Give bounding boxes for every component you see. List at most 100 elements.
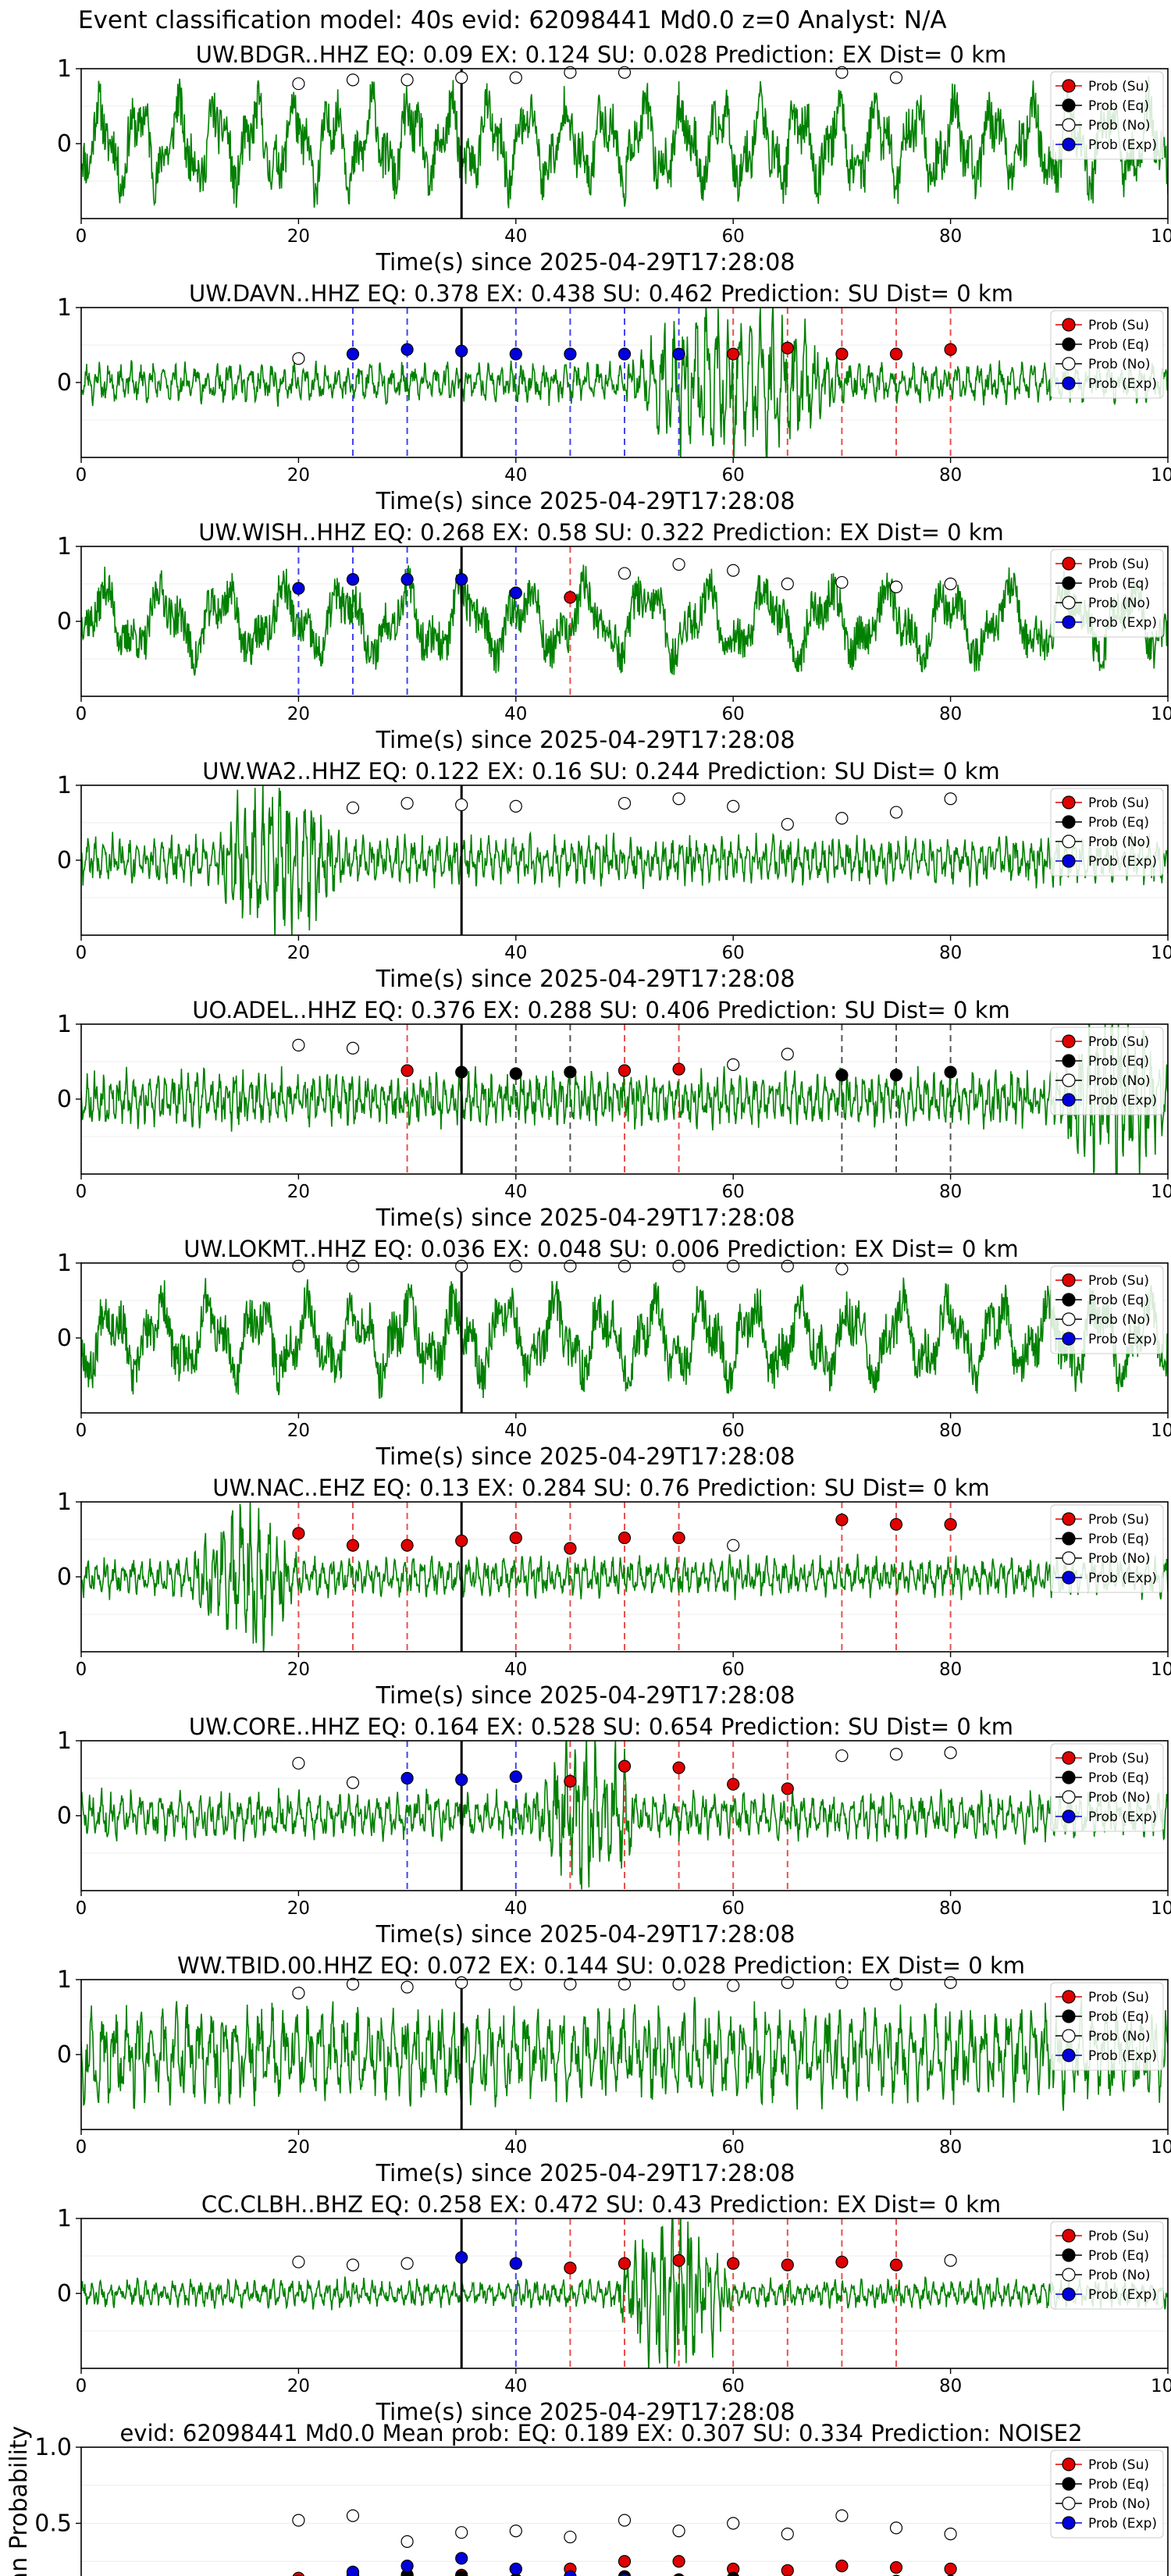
- x-tick-label: 100: [1151, 2137, 1171, 2158]
- x-tick-label: 20: [287, 943, 310, 963]
- panel-title: UW.BDGR..HHZ EQ: 0.09 EX: 0.124 SU: 0.02…: [196, 41, 1007, 68]
- prob-point-su: [618, 1064, 632, 1077]
- x-tick-label: 0: [76, 704, 87, 724]
- prob-point-exp: [455, 344, 468, 358]
- mean-point-eq: [673, 2573, 685, 2576]
- legend-marker-no: [1062, 1073, 1076, 1087]
- legend-marker-no: [1062, 1551, 1076, 1565]
- prob-point-su: [400, 1064, 414, 1077]
- prob-point-no: [400, 796, 414, 810]
- x-tick-label: 40: [504, 704, 527, 724]
- legend-marker-eq: [1062, 1054, 1076, 1068]
- prob-point-exp: [509, 347, 522, 361]
- prob-point-no: [727, 564, 740, 577]
- prob-point-no: [292, 1756, 305, 1770]
- x-tick-label: 60: [722, 465, 745, 486]
- prob-point-exp: [564, 347, 577, 361]
- mean-point-no: [618, 2514, 632, 2527]
- mean-point-no: [564, 2530, 577, 2544]
- prob-point-no: [889, 806, 903, 819]
- x-tick-label: 20: [287, 1421, 310, 1441]
- prob-point-no: [455, 1976, 468, 1989]
- legend-label: Prob (Exp): [1088, 1332, 1157, 1347]
- x-axis-label: Time(s) since 2025-04-29T17:28:08: [376, 2160, 795, 2187]
- prob-point-su: [727, 2257, 740, 2270]
- legend-label: Prob (Eq): [1088, 1532, 1149, 1547]
- legend-box: [1050, 310, 1164, 399]
- prob-point-exp: [509, 586, 522, 600]
- x-tick-label: 40: [504, 2137, 527, 2158]
- panel-title: UW.CORE..HHZ EQ: 0.164 EX: 0.528 SU: 0.6…: [189, 1713, 1013, 1740]
- prob-point-no: [781, 817, 794, 831]
- prob-point-no: [509, 1977, 522, 1991]
- mean-point-exp: [509, 2562, 522, 2576]
- prob-point-su: [564, 591, 577, 604]
- legend-marker-su: [1062, 1273, 1076, 1287]
- x-tick-label: 40: [504, 1898, 527, 1919]
- y-tick-label: 1: [57, 1011, 72, 1038]
- prob-point-no: [835, 1749, 849, 1763]
- prob-point-no: [618, 66, 632, 79]
- y-tick-label: 0: [57, 2041, 72, 2069]
- legend-label: Prob (Su): [1088, 1751, 1149, 1767]
- legend-box: [1050, 1265, 1164, 1354]
- y-tick-label: 1.0: [34, 2434, 72, 2461]
- x-axis-label: Time(s) since 2025-04-29T17:28:08: [376, 1443, 795, 1471]
- mean-probability-panel: evid: 62098441 Md0.0 Mean prob: EQ: 0.18…: [5, 2420, 1169, 2576]
- legend-box: [1050, 549, 1164, 638]
- panel-title: UW.LOKMT..HHZ EQ: 0.036 EX: 0.048 SU: 0.…: [183, 1236, 1018, 1262]
- x-tick-label: 0: [76, 465, 87, 486]
- x-tick-label: 60: [722, 2376, 745, 2396]
- legend-marker-su: [1062, 79, 1076, 93]
- x-axis-label: Time(s) since 2025-04-29T17:28:08: [376, 1682, 795, 1710]
- prob-point-su: [889, 347, 903, 361]
- prob-point-su: [564, 2261, 577, 2275]
- x-axis-label: Time(s) since 2025-04-29T17:28:08: [376, 249, 795, 276]
- mean-point-no: [781, 2528, 794, 2541]
- y-tick-label: 1: [57, 772, 72, 799]
- legend: Prob (Su) Prob (Eq) Prob (No) Prob (Exp): [1050, 1504, 1164, 1593]
- prob-point-no: [781, 577, 794, 591]
- prob-point-su: [781, 1782, 794, 1795]
- legend: Prob (Su) Prob (Eq) Prob (No) Prob (Exp): [1050, 1743, 1164, 1832]
- legend-marker-su: [1062, 795, 1076, 809]
- plot-area: [81, 546, 1168, 696]
- prob-point-su: [781, 2258, 794, 2272]
- legend-label: Prob (Su): [1088, 1273, 1149, 1289]
- legend-marker-no: [1062, 118, 1076, 132]
- prob-point-no: [346, 1259, 360, 1272]
- mean-point-exp: [346, 2565, 360, 2576]
- x-tick-label: 20: [287, 1182, 310, 1202]
- y-tick-label: 0: [57, 1325, 72, 1352]
- mean-point-eq: [455, 2570, 468, 2576]
- legend-label: Prob (Eq): [1088, 576, 1149, 592]
- x-tick-label: 80: [939, 226, 962, 247]
- y-tick-label: 0: [57, 608, 72, 635]
- plot-area: [81, 2218, 1168, 2368]
- prob-point-no: [564, 66, 577, 79]
- prob-point-exp: [509, 1770, 522, 1784]
- x-tick-label: 0: [76, 1898, 87, 1919]
- x-axis-label: Time(s) since 2025-04-29T17:28:08: [376, 2399, 795, 2426]
- x-axis-label: Time(s) since 2025-04-29T17:28:08: [376, 1921, 795, 1948]
- prob-point-no: [564, 1259, 577, 1272]
- legend-label: Prob (Eq): [1088, 2477, 1149, 2492]
- waveform-panel-uw-lokmt-hhz: UW.LOKMT..HHZ EQ: 0.036 EX: 0.048 SU: 0.…: [57, 1236, 1171, 1471]
- x-tick-label: 100: [1151, 226, 1171, 247]
- prob-point-no: [781, 1048, 794, 1061]
- mean-point-eq: [727, 2571, 739, 2576]
- x-tick-label: 20: [287, 2376, 310, 2396]
- legend-label: Prob (No): [1088, 118, 1151, 133]
- x-tick-label: 20: [287, 1660, 310, 1680]
- legend-label: Prob (Exp): [1088, 2048, 1157, 2064]
- x-axis-label: Time(s) since 2025-04-29T17:28:08: [376, 1204, 795, 1232]
- prob-point-no: [672, 557, 685, 571]
- mean-point-su: [618, 2555, 632, 2568]
- legend: Prob (Su) Prob (Eq) Prob (No) Prob (Exp): [1050, 1982, 1164, 2071]
- legend-box: [1050, 71, 1164, 160]
- legend-label: Prob (Eq): [1088, 98, 1149, 114]
- x-tick-label: 0: [76, 1660, 87, 1680]
- legend-box: [1050, 1743, 1164, 1832]
- y-tick-label: 0: [57, 2280, 72, 2307]
- prob-point-exp: [455, 2250, 468, 2265]
